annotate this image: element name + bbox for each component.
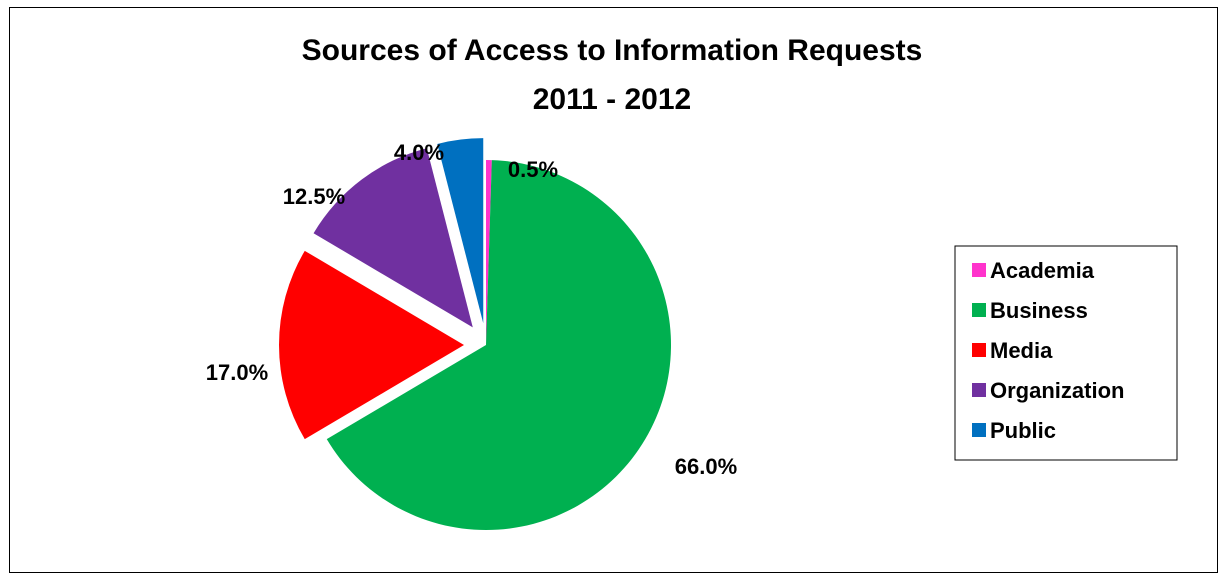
pie-slice-organization — [313, 148, 473, 328]
legend-swatch-academia — [972, 263, 986, 277]
legend-label-business: Business — [990, 298, 1088, 323]
data-label-public: 4.0% — [394, 140, 444, 165]
pie-slice-public — [437, 138, 484, 324]
pie-slices — [279, 138, 672, 530]
chart-title: Sources of Access to Information Request… — [302, 34, 923, 67]
legend-label-public: Public — [990, 418, 1056, 443]
pie-data-labels: 0.5% 66.0% 17.0% 12.5% 4.0% — [206, 140, 737, 479]
legend-swatch-business — [972, 303, 986, 317]
legend-swatch-public — [972, 423, 986, 437]
legend: Academia Business Media Organization Public — [954, 245, 1178, 461]
legend-label-academia: Academia — [990, 258, 1095, 283]
legend-label-organization: Organization — [990, 378, 1124, 403]
pie-slice-business — [326, 160, 672, 530]
data-label-academia: 0.5% — [508, 157, 558, 182]
legend-swatch-organization — [972, 383, 986, 397]
legend-label-media: Media — [990, 338, 1053, 363]
pie-slice-academia — [486, 160, 492, 345]
legend-swatch-media — [972, 343, 986, 357]
data-label-media: 17.0% — [206, 360, 268, 385]
chart-subtitle: 2011 - 2012 — [533, 83, 691, 116]
pie-slice-media — [279, 250, 464, 440]
data-label-business: 66.0% — [675, 454, 737, 479]
legend-box — [954, 245, 1178, 461]
data-label-organization: 12.5% — [283, 184, 345, 209]
